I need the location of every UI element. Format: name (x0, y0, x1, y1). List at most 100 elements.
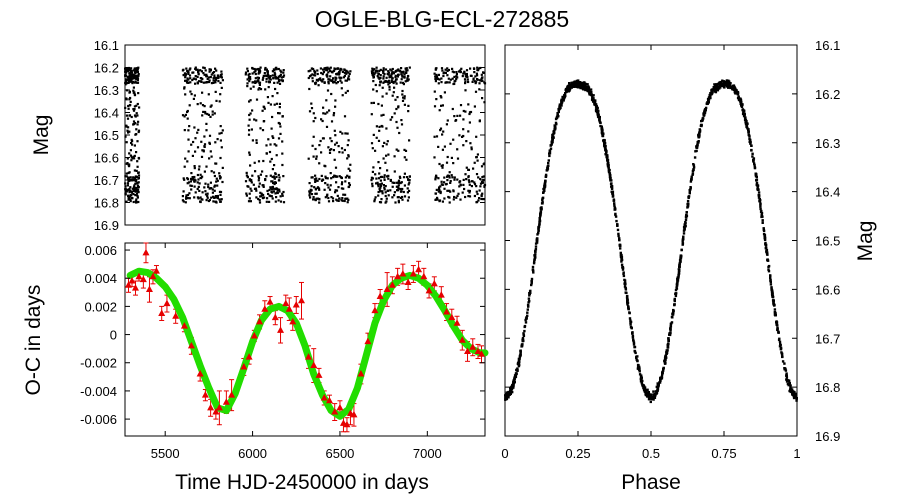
lightcurve-point (137, 73, 140, 76)
lightcurve-point (382, 68, 385, 72)
lightcurve-point (271, 70, 274, 73)
lightcurve-point (467, 176, 470, 179)
lightcurve-point (386, 140, 389, 143)
lightcurve-point (475, 72, 478, 75)
phased-point (539, 210, 542, 214)
lightcurve-point (312, 198, 315, 201)
phased-point (601, 127, 604, 130)
phased-point (575, 85, 578, 88)
lightcurve-point (125, 141, 128, 144)
phased-point (775, 323, 778, 326)
lightcurve-point (272, 181, 275, 185)
phased-point (594, 105, 598, 108)
phased-point (680, 254, 683, 258)
phased-point (731, 88, 734, 91)
phased-point (616, 228, 620, 232)
phased-point (652, 390, 655, 393)
phased-point (775, 321, 778, 324)
lightcurve-point (392, 80, 395, 83)
lightcurve-point (194, 137, 197, 140)
lightcurve-point (452, 162, 455, 165)
lightcurve-point (269, 103, 272, 106)
lightcurve-point (275, 191, 278, 194)
phased-point (763, 235, 766, 238)
lightcurve-point (407, 104, 410, 107)
lightcurve-point (135, 169, 138, 172)
phased-point (620, 260, 623, 263)
lightcurve-point (134, 180, 137, 183)
lightcurve-point (186, 178, 190, 181)
lightcurve-point (207, 93, 210, 96)
lightcurve-point (327, 200, 331, 203)
phased-point (691, 173, 694, 176)
lightcurve-y-tick-label: 16.6 (94, 151, 119, 166)
oc-y-tick-label: 0 (110, 328, 117, 343)
lightcurve-point (137, 190, 140, 193)
phased-point (779, 348, 783, 351)
lightcurve-point (210, 155, 213, 158)
phased-point (541, 200, 544, 204)
lightcurve-point (378, 187, 381, 190)
lightcurve-point (262, 120, 265, 123)
oc-measurement-point (409, 269, 417, 277)
lightcurve-point (136, 140, 139, 143)
lightcurve-point (379, 184, 383, 187)
lightcurve-point (340, 187, 343, 190)
lightcurve-point (250, 189, 253, 192)
lightcurve-point (401, 198, 404, 201)
lightcurve-point (135, 182, 138, 185)
lightcurve-point (349, 169, 352, 172)
lightcurve-point (374, 149, 377, 152)
lightcurve-point (406, 77, 409, 80)
lightcurve-point (343, 71, 346, 74)
lightcurve-point (453, 115, 456, 118)
phased-point (530, 280, 533, 283)
lightcurve-point (401, 75, 404, 78)
phased-point (742, 111, 745, 114)
lightcurve-point (129, 149, 132, 152)
phased-point (622, 271, 625, 274)
phased-point (771, 295, 774, 298)
lightcurve-point (438, 162, 441, 166)
phased-point (711, 88, 714, 91)
lightcurve-point (316, 179, 319, 182)
phased-point (578, 85, 581, 89)
lightcurve-point (209, 187, 212, 190)
phased-point (689, 186, 692, 189)
lightcurve-point (381, 86, 384, 89)
lightcurve-point (389, 178, 392, 182)
lightcurve-point (130, 115, 133, 119)
phased-point (655, 392, 658, 395)
lightcurve-point (321, 119, 324, 123)
lightcurve-point (477, 199, 480, 202)
lightcurve-point (135, 201, 138, 204)
lightcurve-point (133, 169, 136, 172)
phased-point (630, 326, 633, 329)
lightcurve-point (407, 196, 410, 199)
lightcurve-point (126, 188, 129, 191)
lightcurve-point (390, 79, 393, 82)
lightcurve-point (257, 160, 261, 163)
phased-point (568, 82, 571, 85)
phased-point (613, 202, 616, 205)
phased-point (688, 189, 691, 192)
lightcurve-point (479, 79, 482, 82)
lightcurve-point (274, 181, 277, 184)
lightcurve-point (191, 154, 194, 157)
lightcurve-point (475, 185, 478, 188)
lightcurve-point (458, 134, 461, 137)
lightcurve-point (464, 82, 467, 85)
lightcurve-point (386, 175, 389, 178)
phased-point (723, 81, 726, 85)
oc-measurement-point (320, 393, 328, 401)
lightcurve-point (255, 81, 258, 84)
lightcurve-point (136, 75, 139, 79)
lightcurve-point (124, 135, 127, 138)
lightcurve-point (198, 80, 201, 83)
lightcurve-point (199, 196, 202, 199)
oc-x-tick-label: 6500 (325, 446, 354, 461)
lightcurve-point (128, 104, 131, 107)
lightcurve-point (328, 109, 331, 112)
lightcurve-point (258, 68, 261, 71)
phased-point (582, 88, 585, 91)
